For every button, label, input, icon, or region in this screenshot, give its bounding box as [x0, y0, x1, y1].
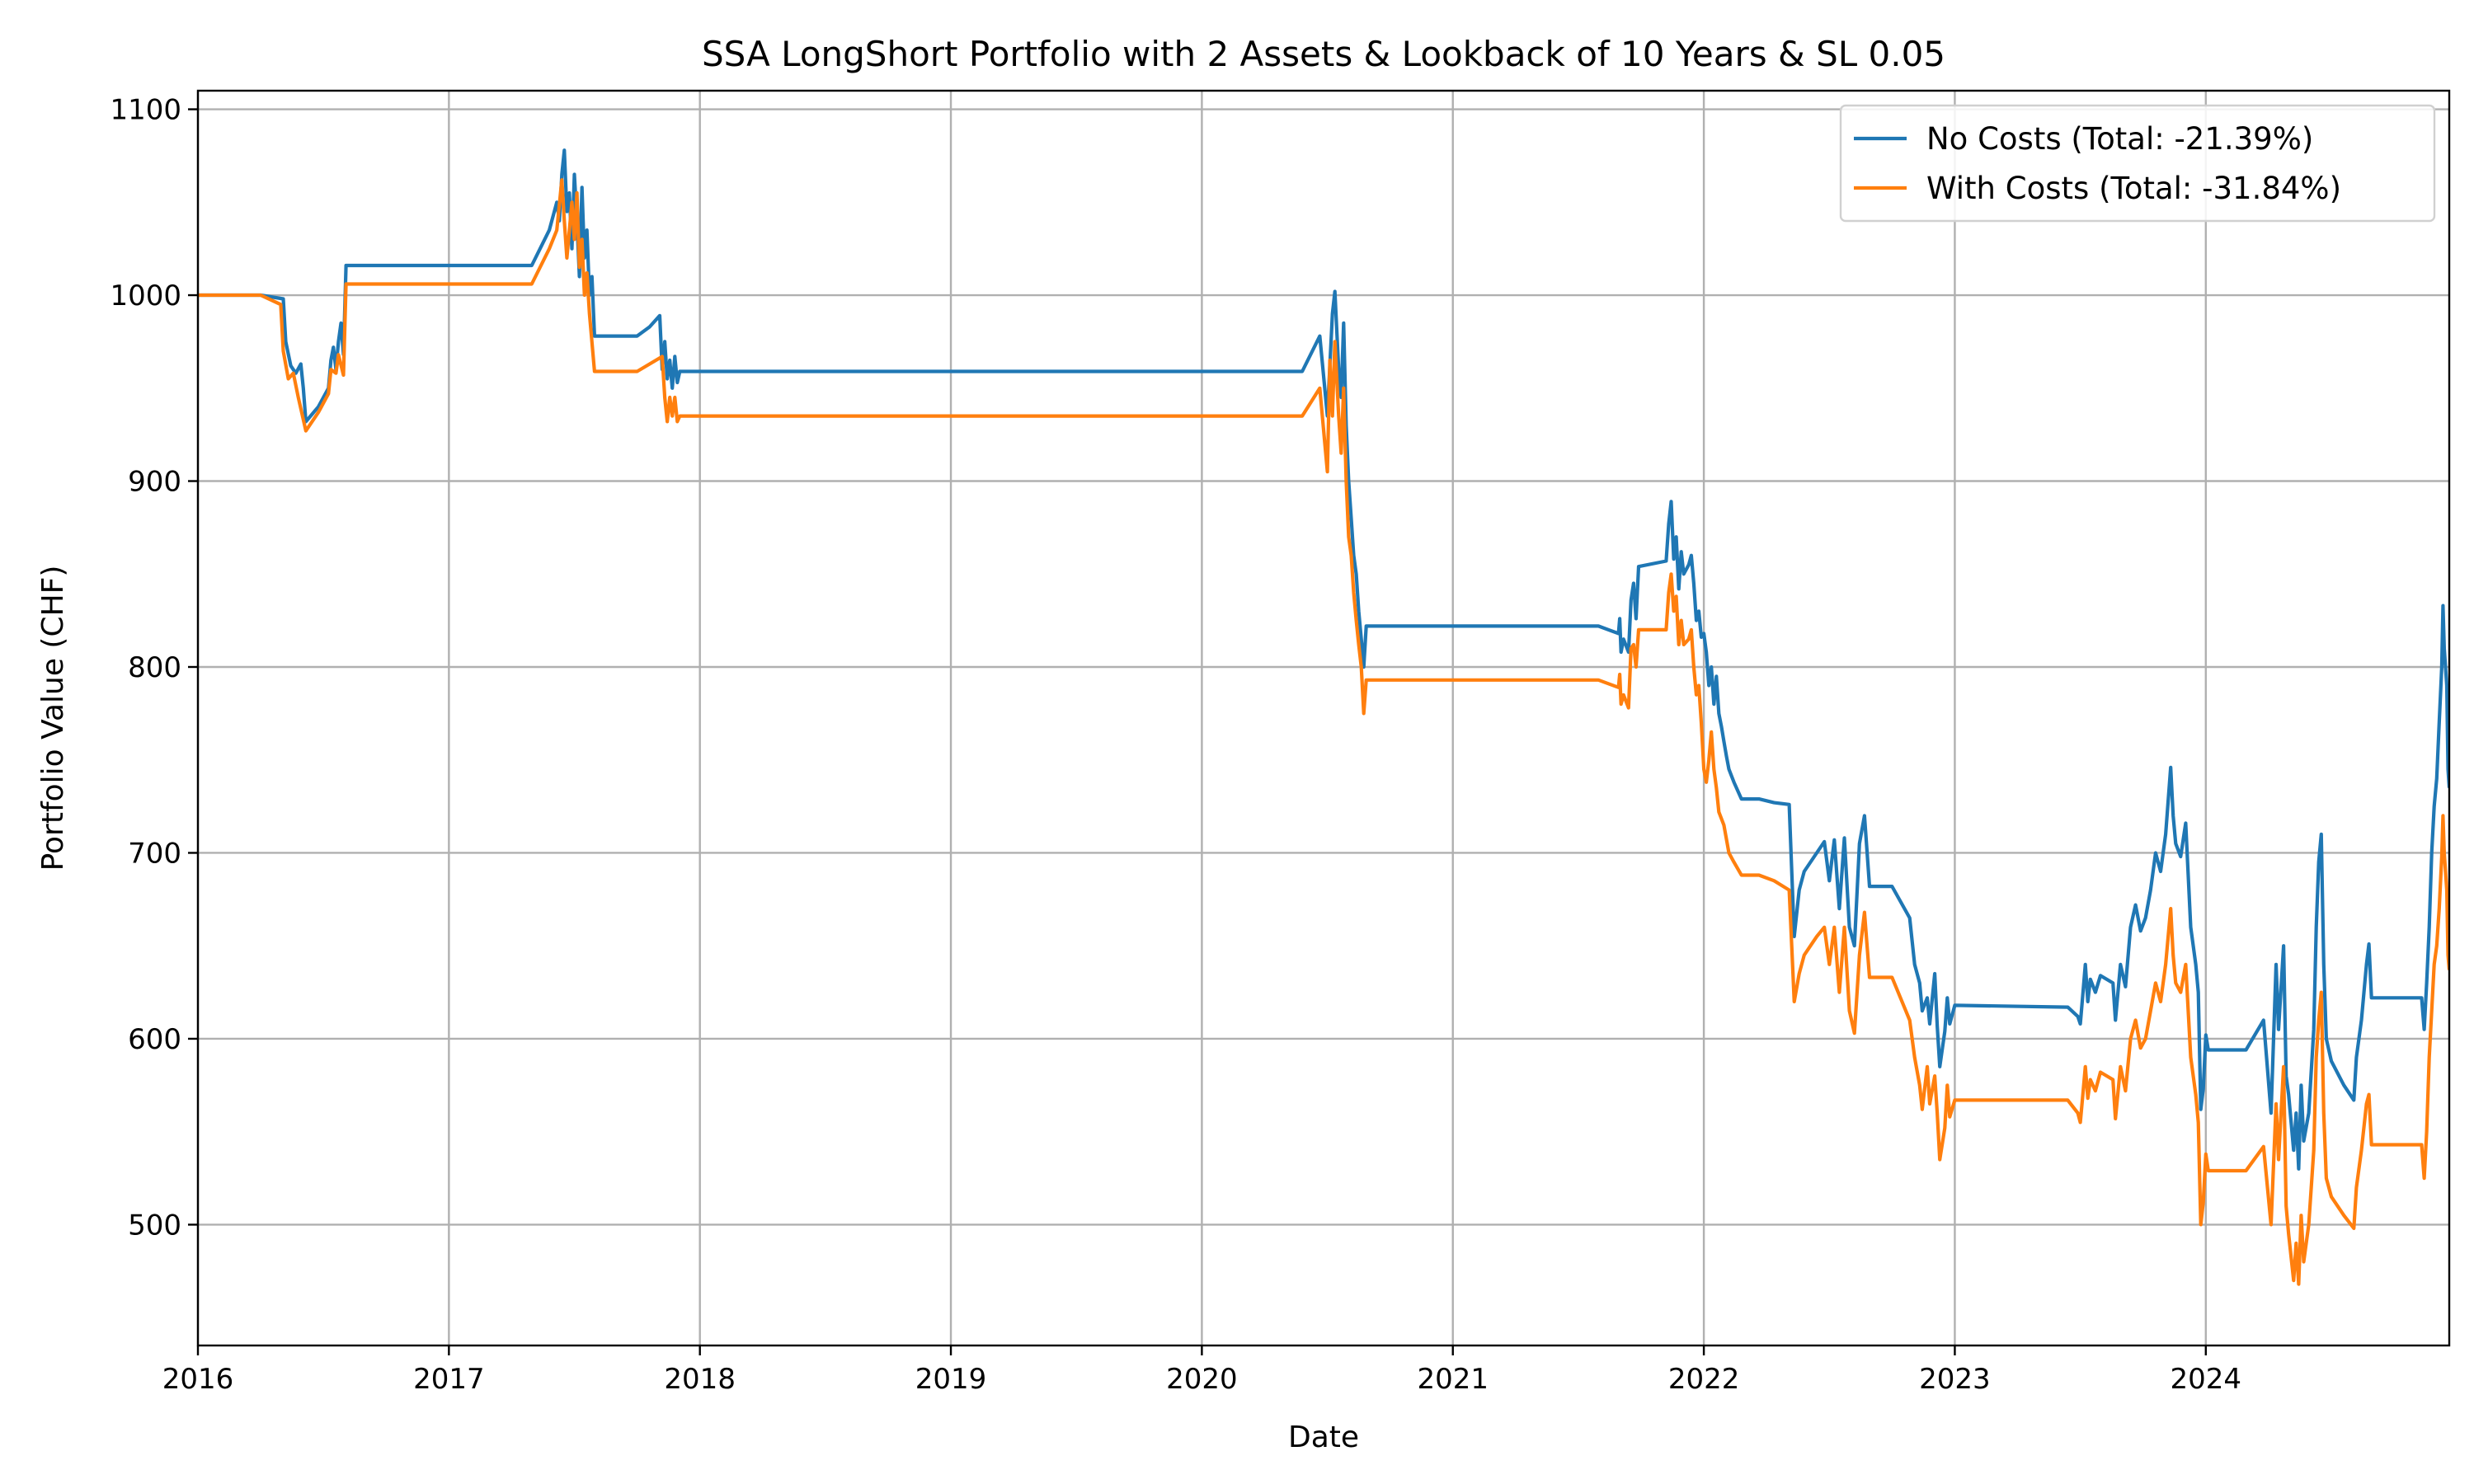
legend-label-2: With Costs (Total: -31.84%) — [1926, 171, 2341, 206]
x-tick-label: 2021 — [1417, 1363, 1489, 1396]
x-axis-label: Date — [1288, 1421, 1359, 1454]
legend-box — [1839, 104, 2436, 223]
series-layer — [198, 148, 2449, 1286]
legend-label-1: No Costs (Total: -21.39%) — [1926, 121, 2313, 157]
legend: No Costs (Total: -21.39%) With Costs (Tot… — [1839, 104, 2436, 223]
y-tick-label: 1000 — [110, 279, 181, 312]
y-axis-label: Portfolio Value (CHF) — [36, 566, 70, 871]
x-tick-label: 2022 — [1668, 1363, 1740, 1396]
y-tick-label: 600 — [128, 1023, 181, 1056]
x-tick-label: 2023 — [1919, 1363, 1991, 1396]
y-tick-label: 1100 — [110, 94, 181, 127]
grid — [196, 91, 2449, 1345]
y-tick-label: 500 — [128, 1209, 181, 1242]
y-tick-label: 800 — [128, 651, 181, 684]
x-tick-label: 2019 — [915, 1363, 987, 1396]
axis-ticks: 2016 2017 2018 2019 2020 2021 2022 2023 2024 500 6… — [110, 94, 2241, 1396]
x-tick-label: 2016 — [162, 1363, 234, 1396]
x-tick-label: 2018 — [664, 1363, 736, 1396]
series-line-2 — [198, 178, 2449, 1286]
series-line-1 — [198, 148, 2449, 1171]
x-tick-label: 2017 — [413, 1363, 485, 1396]
plot-frame — [196, 89, 2451, 1347]
x-tick-label: 2020 — [1166, 1363, 1238, 1396]
chart-title: SSA LongShort Portfolio with 2 Assets & … — [702, 34, 1945, 74]
y-tick-label: 900 — [128, 466, 181, 499]
x-tick-label: 2024 — [2171, 1363, 2242, 1396]
y-tick-label: 700 — [128, 837, 181, 870]
